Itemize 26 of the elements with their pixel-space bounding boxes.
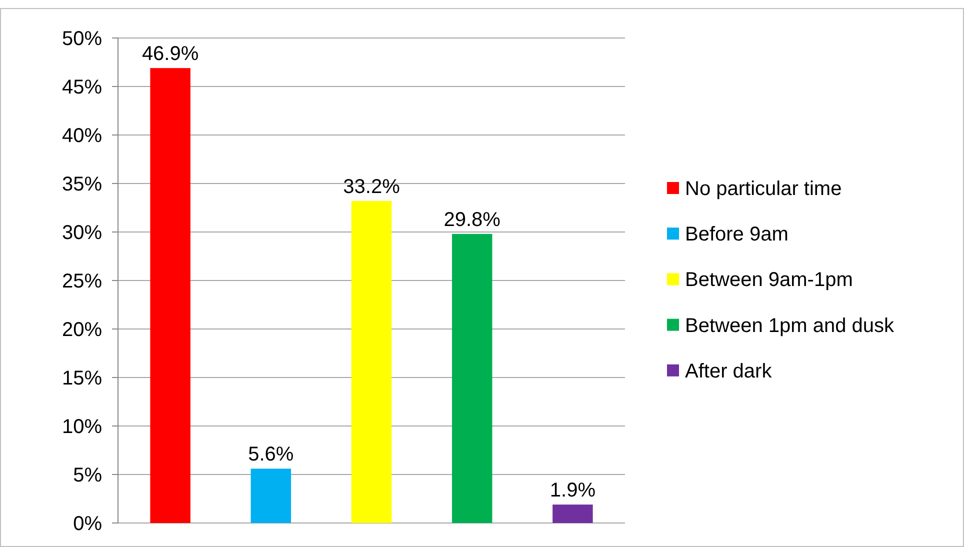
- bar: [452, 234, 492, 523]
- y-tick-label: 50%: [62, 28, 102, 50]
- legend-label: No particular time: [685, 178, 842, 200]
- y-tick-label: 0%: [73, 513, 102, 535]
- y-tick-label: 10%: [62, 416, 102, 438]
- y-tick-label: 25%: [62, 270, 102, 292]
- legend-label: Before 9am: [685, 224, 788, 246]
- y-tick-label: 20%: [62, 319, 102, 341]
- y-tick-label: 30%: [62, 222, 102, 244]
- data-label: 46.9%: [142, 43, 199, 66]
- bar: [150, 68, 190, 523]
- y-tick-label: 5%: [73, 464, 102, 486]
- y-tick-label: 45%: [62, 76, 102, 98]
- y-tick-label: 40%: [62, 125, 102, 147]
- data-label: 29.8%: [444, 208, 501, 231]
- data-label: 33.2%: [343, 176, 400, 198]
- legend-label: Between 1pm and dusk: [685, 314, 896, 337]
- y-tick-label: 15%: [62, 368, 102, 390]
- bar: [351, 200, 392, 523]
- data-label: 5.6%: [248, 444, 294, 466]
- bar: [250, 468, 292, 523]
- legend-label: Between 9am-1pm: [685, 269, 853, 292]
- legend-label: After dark: [685, 360, 773, 382]
- data-label: 1.9%: [550, 480, 596, 502]
- y-tick-label: 35%: [62, 174, 102, 196]
- bar: [552, 504, 593, 523]
